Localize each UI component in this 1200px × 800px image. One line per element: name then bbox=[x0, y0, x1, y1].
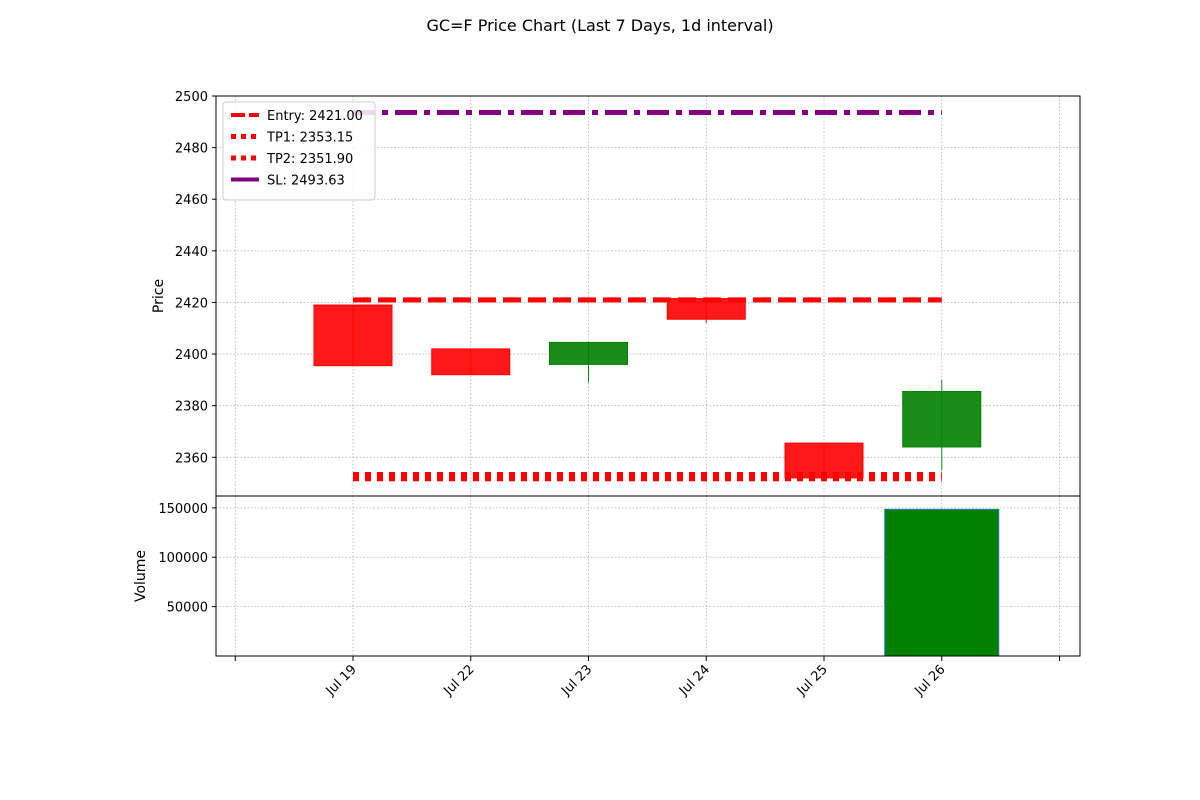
price-y-tick-label: 2380 bbox=[175, 400, 208, 415]
candle-body bbox=[784, 442, 864, 479]
legend-label: TP2: 2351.90 bbox=[266, 152, 353, 167]
volume-bars bbox=[884, 508, 1000, 657]
price-candles bbox=[313, 298, 982, 479]
legend-label: Entry: 2421.00 bbox=[267, 109, 363, 124]
candle-body bbox=[313, 304, 393, 367]
price-levels bbox=[353, 109, 942, 482]
volume-y-tick-label: 150000 bbox=[158, 502, 208, 517]
x-tick-label: Jul 24 bbox=[676, 662, 713, 699]
x-tick-label: Jul 19 bbox=[323, 662, 360, 699]
price-y-tick-label: 2460 bbox=[175, 193, 208, 208]
legend-label: TP1: 2353.15 bbox=[266, 131, 353, 146]
legend: Entry: 2421.00 TP1: 2353.15 TP2: 2351.90 SL… bbox=[222, 101, 376, 201]
x-ticks: Jul 19 Jul 22 Jul 23 Jul 24 Jul 25 Jul 26 bbox=[234, 656, 1060, 699]
x-tick-label: Jul 22 bbox=[441, 662, 478, 699]
price-y-tick-label: 2500 bbox=[175, 90, 208, 105]
price-y-tick-label: 2360 bbox=[175, 451, 208, 466]
volume-grid bbox=[216, 496, 1080, 656]
volume-y-ticks: 50000 100000 150000 bbox=[158, 502, 216, 616]
price-y-tick-label: 2480 bbox=[175, 142, 208, 157]
price-y-ticks: 2360 2380 2400 2420 2440 2460 2480 2500 bbox=[175, 90, 216, 466]
price-panel: 2360 2380 2400 2420 2440 2460 2480 2500 Price E… bbox=[151, 90, 1081, 497]
x-tick-label: Jul 25 bbox=[794, 662, 831, 699]
candle-body bbox=[902, 390, 982, 448]
price-y-tick-label: 2400 bbox=[175, 348, 208, 363]
chart-title: GC=F Price Chart (Last 7 Days, 1d interv… bbox=[426, 16, 773, 35]
x-tick-label: Jul 26 bbox=[912, 662, 949, 699]
volume-y-tick-label: 50000 bbox=[167, 601, 208, 616]
legend-label: SL: 2493.63 bbox=[267, 174, 345, 189]
x-tick-label: Jul 23 bbox=[558, 662, 595, 699]
candle-body bbox=[549, 341, 628, 365]
volume-y-tick-label: 100000 bbox=[158, 551, 208, 566]
volume-bar bbox=[884, 508, 1000, 657]
price-y-tick-label: 2440 bbox=[175, 245, 208, 260]
price-y-tick-label: 2420 bbox=[175, 296, 208, 311]
volume-frame bbox=[215, 495, 1081, 657]
candle-body bbox=[431, 348, 511, 376]
price-y-label: Price bbox=[151, 279, 167, 313]
candle-body bbox=[666, 298, 746, 320]
legend-box bbox=[222, 101, 376, 201]
volume-y-label: Volume bbox=[133, 550, 149, 602]
